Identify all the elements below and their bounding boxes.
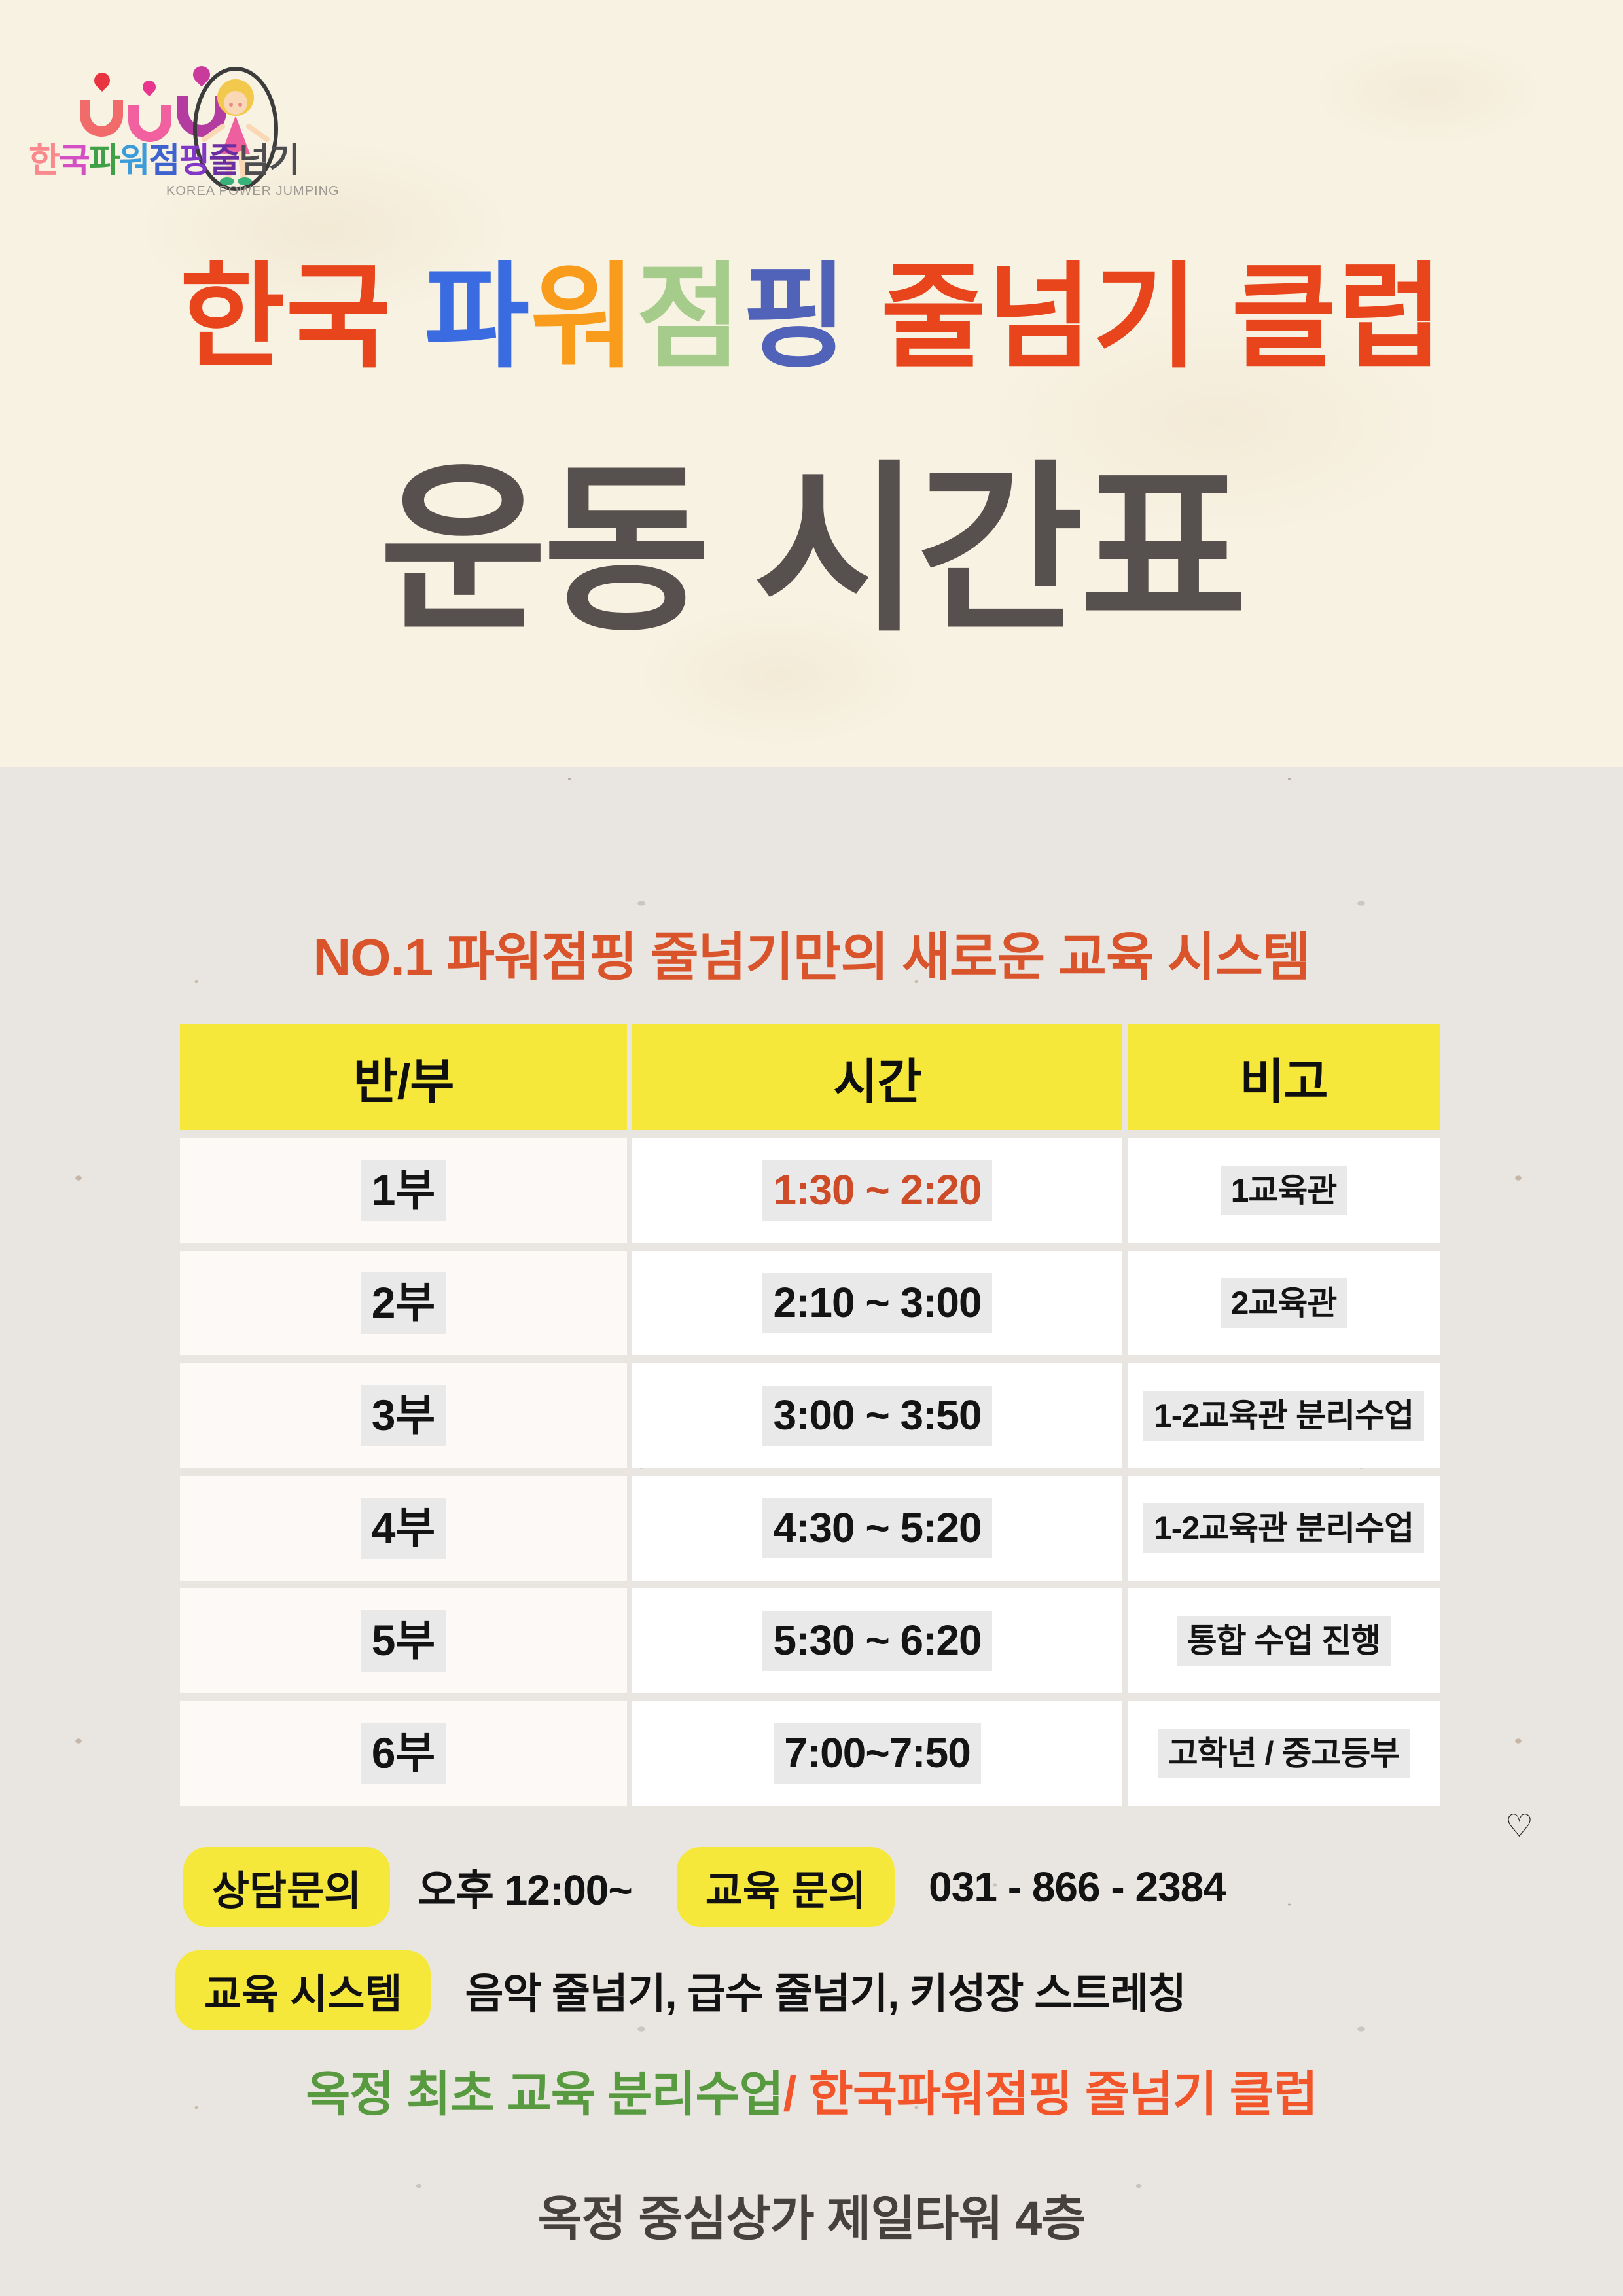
timetable-part-cell: 2부 bbox=[180, 1251, 627, 1355]
slogan-green-text: 옥정 최초 교육 분리수업 bbox=[306, 2067, 783, 2121]
timetable-time-cell: 4:30 ~ 5:20 bbox=[632, 1476, 1122, 1581]
slogan-orange-text: / 한국파워점핑 줄넘기 클럽 bbox=[783, 2067, 1318, 2121]
logo-wordmark: 한국파워점핑줄넘기 bbox=[29, 142, 300, 180]
timetable-header-part: 반/부 bbox=[180, 1024, 627, 1130]
timetable-time-cell: 3:00 ~ 3:50 bbox=[632, 1363, 1122, 1468]
timetable-note-cell: 1-2교육관 분리수업 bbox=[1128, 1363, 1440, 1468]
timetable-time-cell: 5:30 ~ 6:20 bbox=[632, 1588, 1122, 1693]
timetable-title: 운동 시간표 bbox=[379, 448, 1247, 652]
logo-subtitle: KOREA POWER JUMPING bbox=[166, 184, 340, 198]
timetable-part-cell: 6부 bbox=[180, 1701, 627, 1806]
phone-number: 031 - 866 - 2384 bbox=[929, 1863, 1226, 1910]
timetable-part-cell: 3부 bbox=[180, 1363, 627, 1468]
cream-paper-band bbox=[0, 0, 1623, 767]
jumping-figure-icon bbox=[80, 69, 123, 137]
slogan: 옥정 최초 교육 분리수업/ 한국파워점핑 줄넘기 클럽 bbox=[0, 2055, 1623, 2125]
address: 옥정 중심상가 제일타워 4층 bbox=[537, 2191, 1086, 2246]
jumping-figure-icon bbox=[128, 77, 171, 142]
timetable-time-cell: 7:00~7:50 bbox=[632, 1701, 1122, 1806]
heart-icon: ♡ bbox=[1505, 1809, 1534, 1844]
timetable-note-cell: 통합 수업 진행 bbox=[1128, 1588, 1440, 1693]
jumping-figures-icon bbox=[26, 62, 314, 206]
timetable-time-cell: 1:30 ~ 2:20 bbox=[632, 1138, 1122, 1243]
timetable-part-cell: 4부 bbox=[180, 1476, 627, 1581]
contact-row: 상담문의 오후 12:00~ 교육 문의 031 - 866 - 2384 bbox=[183, 1847, 1226, 1927]
poster-title: 한국 파워점핑 줄넘기 클럽 bbox=[179, 254, 1444, 382]
education-system-row: 교육 시스템 음악 줄넘기, 급수 줄넘기, 키성장 스트레칭 bbox=[175, 1950, 1186, 2030]
timetable-header-time: 시간 bbox=[632, 1024, 1122, 1130]
jump-rope-girl-icon bbox=[193, 67, 278, 191]
timetable-note-cell: 고학년 / 중고등부 bbox=[1128, 1701, 1440, 1806]
timetable-part-cell: 5부 bbox=[180, 1588, 627, 1693]
section-heading: NO.1 파워점핑 줄넘기만의 새로운 교육 시스템 bbox=[313, 928, 1310, 986]
club-logo: 한국파워점핑줄넘기 KOREA POWER JUMPING bbox=[26, 62, 339, 219]
consult-hours: 오후 12:00~ bbox=[418, 1867, 633, 1914]
consult-inquiry-badge: 상담문의 bbox=[183, 1847, 391, 1927]
education-system-list: 음악 줄넘기, 급수 줄넘기, 키성장 스트레칭 bbox=[465, 1970, 1186, 2017]
timetable-time-cell: 2:10 ~ 3:00 bbox=[632, 1251, 1122, 1355]
education-system-badge: 교육 시스템 bbox=[175, 1950, 431, 2030]
timetable-header-note: 비고 bbox=[1128, 1024, 1440, 1130]
timetable-note-cell: 2교육관 bbox=[1128, 1251, 1440, 1355]
timetable-note-cell: 1-2교육관 분리수업 bbox=[1128, 1476, 1440, 1581]
timetable-note-cell: 1교육관 bbox=[1128, 1138, 1440, 1243]
education-inquiry-badge: 교육 문의 bbox=[676, 1847, 895, 1927]
timetable: 반/부 시간 비고 1부 1:30 ~ 2:20 1교육관 2부 2:10 ~ 3:00… bbox=[180, 1024, 1440, 1806]
timetable-part-cell: 1부 bbox=[180, 1138, 627, 1243]
